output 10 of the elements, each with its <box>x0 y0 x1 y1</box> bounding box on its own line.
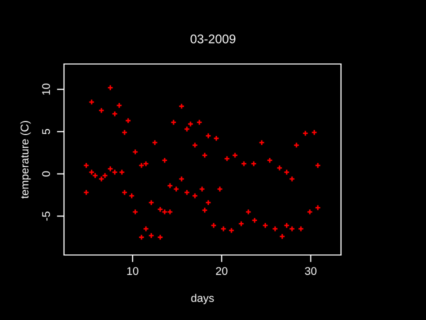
x-tick-label: 30 <box>304 267 316 275</box>
x-tick-label: 20 <box>216 267 228 275</box>
y-tick-label: -5 <box>42 212 50 221</box>
x-axis-title: days <box>191 294 214 304</box>
chart-title: 03-2009 <box>190 34 236 44</box>
y-tick-label: 10 <box>42 84 50 95</box>
x-tick-label: 10 <box>127 267 138 275</box>
y-tick-label: 5 <box>42 128 50 134</box>
y-axis-title: temperature (C) <box>20 120 31 199</box>
y-tick-label: 0 <box>42 171 50 177</box>
